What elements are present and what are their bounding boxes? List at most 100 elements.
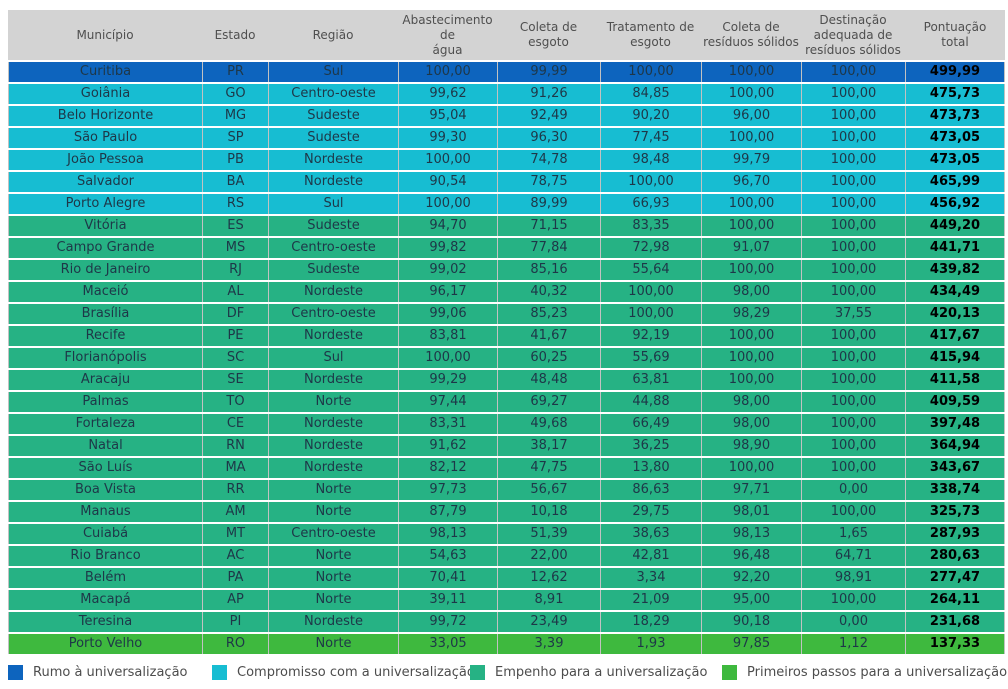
cell-destinacao-adequada-residuos-solidos: 100,00 xyxy=(801,414,905,434)
cell-destinacao-adequada-residuos-solidos: 100,00 xyxy=(801,150,905,170)
cell-coleta-esgoto: 56,67 xyxy=(497,480,600,500)
cell-pontuacao-total: 473,05 xyxy=(905,128,1005,148)
cell-regiao: Nordeste xyxy=(268,282,398,302)
cell-abastecimento-agua: 90,54 xyxy=(398,172,497,192)
table-row: Porto Alegre RS Sul 100,00 89,99 66,93 100,00 1… xyxy=(8,194,1005,214)
cell-estado: AM xyxy=(202,502,268,522)
cell-coleta-esgoto: 3,39 xyxy=(497,634,600,654)
cell-tratamento-esgoto: 21,09 xyxy=(600,590,701,610)
cell-abastecimento-agua: 54,63 xyxy=(398,546,497,566)
table-row: Palmas TO Norte 97,44 69,27 44,88 98,00 100,00 4… xyxy=(8,392,1005,412)
cell-coleta-esgoto: 77,84 xyxy=(497,238,600,258)
cell-estado: PI xyxy=(202,612,268,632)
cell-estado: RN xyxy=(202,436,268,456)
cell-regiao: Norte xyxy=(268,392,398,412)
cell-destinacao-adequada-residuos-solidos: 0,00 xyxy=(801,612,905,632)
cell-coleta-residuos-solidos: 100,00 xyxy=(701,62,801,82)
cell-coleta-residuos-solidos: 95,00 xyxy=(701,590,801,610)
cell-municipio: Campo Grande xyxy=(8,238,202,258)
cell-destinacao-adequada-residuos-solidos: 100,00 xyxy=(801,238,905,258)
cell-coleta-esgoto: 91,26 xyxy=(497,84,600,104)
table-row: Brasília DF Centro-oeste 99,06 85,23 100,00 98… xyxy=(8,304,1005,324)
table-row: Rio de Janeiro RJ Sudeste 99,02 85,16 55,64 10… xyxy=(8,260,1005,280)
cell-tratamento-esgoto: 100,00 xyxy=(600,62,701,82)
cell-destinacao-adequada-residuos-solidos: 100,00 xyxy=(801,106,905,126)
cell-municipio: Goiânia xyxy=(8,84,202,104)
cell-coleta-residuos-solidos: 99,79 xyxy=(701,150,801,170)
table-row: Goiânia GO Centro-oeste 99,62 91,26 84,85 100,… xyxy=(8,84,1005,104)
table-row: Cuiabá MT Centro-oeste 98,13 51,39 38,63 98,13… xyxy=(8,524,1005,544)
column-header-destinacao-adequada-residuos-solidos: Destinação adequada de resíduos sólidos xyxy=(801,10,905,60)
cell-pontuacao-total: 280,63 xyxy=(905,546,1005,566)
cell-coleta-residuos-solidos: 97,85 xyxy=(701,634,801,654)
cell-abastecimento-agua: 96,17 xyxy=(398,282,497,302)
cell-pontuacao-total: 465,99 xyxy=(905,172,1005,192)
cell-regiao: Sul xyxy=(268,194,398,214)
cell-pontuacao-total: 325,73 xyxy=(905,502,1005,522)
cell-municipio: Florianópolis xyxy=(8,348,202,368)
cell-tratamento-esgoto: 38,63 xyxy=(600,524,701,544)
legend-label-rumo: Rumo à universalização xyxy=(33,665,188,680)
cell-estado: TO xyxy=(202,392,268,412)
cell-estado: AP xyxy=(202,590,268,610)
cell-estado: GO xyxy=(202,84,268,104)
table-row: Fortaleza CE Nordeste 83,31 49,68 66,49 98,00 1… xyxy=(8,414,1005,434)
cell-estado: SE xyxy=(202,370,268,390)
cell-coleta-esgoto: 48,48 xyxy=(497,370,600,390)
legend-label-empenho: Empenho para a universalização xyxy=(495,665,708,680)
cell-tratamento-esgoto: 63,81 xyxy=(600,370,701,390)
cell-destinacao-adequada-residuos-solidos: 100,00 xyxy=(801,348,905,368)
cell-tratamento-esgoto: 55,69 xyxy=(600,348,701,368)
cell-estado: SP xyxy=(202,128,268,148)
cell-tratamento-esgoto: 29,75 xyxy=(600,502,701,522)
cell-tratamento-esgoto: 55,64 xyxy=(600,260,701,280)
cell-pontuacao-total: 137,33 xyxy=(905,634,1005,654)
cell-coleta-residuos-solidos: 100,00 xyxy=(701,216,801,236)
cell-destinacao-adequada-residuos-solidos: 100,00 xyxy=(801,172,905,192)
cell-estado: CE xyxy=(202,414,268,434)
cell-pontuacao-total: 456,92 xyxy=(905,194,1005,214)
cell-coleta-esgoto: 74,78 xyxy=(497,150,600,170)
table-row: Maceió AL Nordeste 96,17 40,32 100,00 98,00 100… xyxy=(8,282,1005,302)
cell-estado: RR xyxy=(202,480,268,500)
column-header-abastecimento-agua: Abastecimento de água xyxy=(398,10,497,60)
cell-regiao: Centro-oeste xyxy=(268,524,398,544)
legend-label-primeiros: Primeiros passos para a universalização xyxy=(747,665,1008,680)
cell-regiao: Sudeste xyxy=(268,216,398,236)
table-row: Belo Horizonte MG Sudeste 95,04 92,49 90,20 96… xyxy=(8,106,1005,126)
cell-coleta-esgoto: 89,99 xyxy=(497,194,600,214)
cell-regiao: Norte xyxy=(268,568,398,588)
cell-municipio: Boa Vista xyxy=(8,480,202,500)
cell-pontuacao-total: 449,20 xyxy=(905,216,1005,236)
cell-estado: RS xyxy=(202,194,268,214)
cell-destinacao-adequada-residuos-solidos: 100,00 xyxy=(801,370,905,390)
cell-estado: DF xyxy=(202,304,268,324)
cell-abastecimento-agua: 99,29 xyxy=(398,370,497,390)
cell-regiao: Centro-oeste xyxy=(268,304,398,324)
cell-destinacao-adequada-residuos-solidos: 100,00 xyxy=(801,590,905,610)
cell-municipio: Teresina xyxy=(8,612,202,632)
cell-tratamento-esgoto: 83,35 xyxy=(600,216,701,236)
cell-estado: MA xyxy=(202,458,268,478)
cell-coleta-residuos-solidos: 100,00 xyxy=(701,194,801,214)
cell-destinacao-adequada-residuos-solidos: 100,00 xyxy=(801,62,905,82)
cell-municipio: Vitória xyxy=(8,216,202,236)
cell-tratamento-esgoto: 72,98 xyxy=(600,238,701,258)
cell-coleta-esgoto: 60,25 xyxy=(497,348,600,368)
cell-abastecimento-agua: 95,04 xyxy=(398,106,497,126)
cell-tratamento-esgoto: 36,25 xyxy=(600,436,701,456)
cell-municipio: Rio Branco xyxy=(8,546,202,566)
cell-coleta-esgoto: 38,17 xyxy=(497,436,600,456)
cell-coleta-esgoto: 85,23 xyxy=(497,304,600,324)
cell-tratamento-esgoto: 18,29 xyxy=(600,612,701,632)
table-row: Curitiba PR Sul 100,00 99,99 100,00 100,00 100,… xyxy=(8,62,1005,82)
cell-tratamento-esgoto: 1,93 xyxy=(600,634,701,654)
cell-coleta-residuos-solidos: 98,00 xyxy=(701,392,801,412)
cell-abastecimento-agua: 100,00 xyxy=(398,150,497,170)
cell-tratamento-esgoto: 100,00 xyxy=(600,304,701,324)
cell-abastecimento-agua: 100,00 xyxy=(398,194,497,214)
cell-coleta-residuos-solidos: 98,90 xyxy=(701,436,801,456)
legend-item-compromisso: Compromisso com a universalização xyxy=(212,665,475,680)
cell-abastecimento-agua: 83,31 xyxy=(398,414,497,434)
cell-coleta-esgoto: 99,99 xyxy=(497,62,600,82)
